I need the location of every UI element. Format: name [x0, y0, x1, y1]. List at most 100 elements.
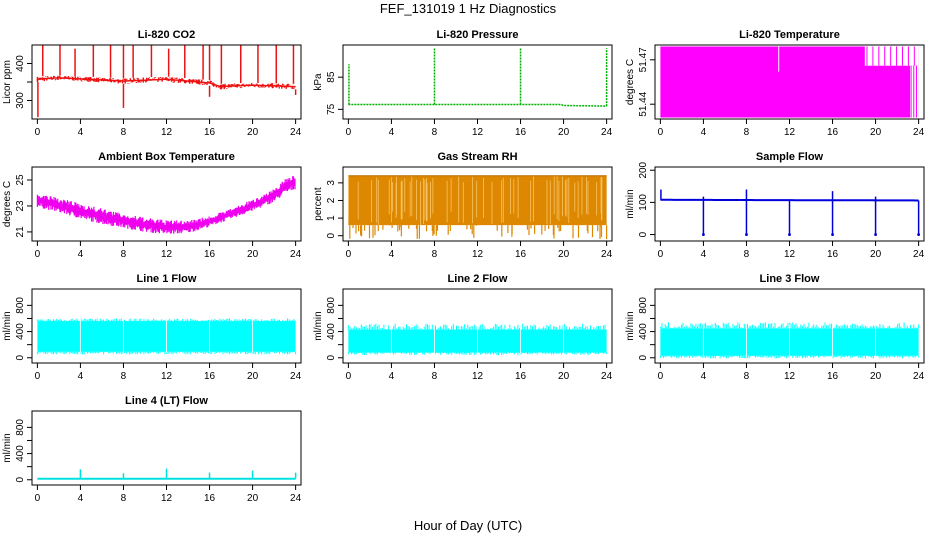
y-axis-label: degrees C: [625, 59, 636, 105]
x-tick-label: 12: [472, 127, 484, 138]
x-tick-label: 4: [389, 371, 395, 382]
x-tick-label: 0: [35, 371, 41, 382]
x-tick-label: 20: [247, 127, 259, 138]
x-tick-label: 12: [161, 493, 173, 504]
x-tick-label: 20: [247, 493, 259, 504]
y-axis-label: ml/min: [2, 433, 13, 462]
y-tick-label: 400: [15, 323, 26, 340]
licor-temp-gap: [864, 46, 919, 66]
x-tick-label: 8: [744, 127, 750, 138]
x-tick-label: 24: [290, 493, 302, 504]
x-tick-label: 24: [601, 127, 613, 138]
y-axis-label: ml/min: [625, 311, 636, 340]
x-tick-label: 12: [161, 371, 173, 382]
x-tick-label: 12: [161, 249, 173, 260]
panel-title: Line 2 Flow: [448, 273, 508, 285]
panel-title: Line 4 (LT) Flow: [125, 395, 208, 407]
y-tick-label: 200: [638, 161, 649, 178]
x-tick-label: 24: [290, 249, 302, 260]
panel-title: Li-820 CO2: [138, 29, 195, 41]
x-tick-label: 20: [247, 371, 259, 382]
x-tick-label: 4: [389, 249, 395, 260]
x-tick-label: 16: [204, 493, 216, 504]
data-layer: [36, 317, 297, 355]
x-tick-label: 4: [78, 249, 84, 260]
x-tick-label: 16: [827, 371, 839, 382]
y-tick-label: 85: [326, 71, 337, 83]
sample_flow-dip-point: [788, 233, 791, 236]
x-tick-label: 12: [784, 127, 796, 138]
data-layer: [36, 45, 297, 118]
x-tick-label: 4: [701, 371, 707, 382]
series-ambient-temp: [36, 176, 296, 234]
plot-frame: [342, 44, 613, 120]
x-tick-label: 8: [744, 371, 750, 382]
data-layer: [660, 46, 919, 118]
y-tick-label: 2: [326, 197, 337, 203]
panel-ambient_temp: Ambient Box Temperature 0 4 8 12 16 20 24 21 23 25…: [2, 151, 302, 260]
x-tick-label: 24: [913, 127, 925, 138]
x-tick-label: 0: [35, 127, 41, 138]
sample_flow-dip-point: [874, 233, 877, 236]
series-pressure-line: [348, 103, 607, 107]
y-tick-label: 51.47: [638, 47, 649, 72]
x-tick-label: 20: [558, 127, 570, 138]
data-layer: [347, 323, 608, 356]
x-tick-label: 20: [870, 371, 882, 382]
y-tick-label: 800: [638, 297, 649, 314]
x-tick-label: 20: [558, 249, 570, 260]
x-tick-label: 0: [35, 249, 41, 260]
x-tick-label: 20: [870, 249, 882, 260]
data-layer: [348, 175, 608, 240]
panel-licor_temp: Li-820 Temperature 0 4 8 12 16 20 24 51.44 51.47d…: [625, 29, 925, 138]
y-axis-label: percent: [313, 187, 324, 221]
y-tick-label: 300: [15, 92, 26, 109]
y-tick-label: 800: [15, 297, 26, 314]
series-co2-line: [37, 76, 296, 88]
x-tick-label: 4: [701, 249, 707, 260]
x-tick-label: 4: [701, 127, 707, 138]
x-tick-label: 16: [204, 127, 216, 138]
x-tick-label: 24: [290, 127, 302, 138]
panel-title: Line 3 Flow: [760, 273, 820, 285]
y-tick-label: 400: [15, 55, 26, 72]
licor-temp-gap-low: [910, 65, 919, 118]
x-tick-label: 16: [827, 127, 839, 138]
y-tick-label: 3: [326, 180, 337, 186]
data-layer: [37, 468, 297, 480]
x-tick-label: 12: [161, 127, 173, 138]
y-tick-label: 51.44: [638, 91, 649, 116]
x-tick-label: 8: [432, 249, 438, 260]
x-tick-label: 12: [472, 249, 484, 260]
y-tick-label: 21: [15, 226, 26, 238]
x-tick-label: 16: [204, 249, 216, 260]
data-layer: [659, 322, 920, 359]
data-layer: [36, 176, 296, 234]
x-tick-label: 24: [290, 371, 302, 382]
y-tick-label: 400: [326, 323, 337, 340]
x-tick-label: 8: [121, 493, 127, 504]
x-tick-label: 12: [784, 371, 796, 382]
sample_flow-dip-point: [831, 233, 834, 236]
x-tick-label: 24: [601, 371, 613, 382]
x-axis-title: Hour of Day (UTC): [413, 518, 523, 533]
x-tick-label: 8: [432, 127, 438, 138]
x-tick-label: 16: [515, 249, 527, 260]
x-tick-label: 8: [121, 249, 127, 260]
y-tick-label: 0: [638, 355, 649, 361]
y-axis-label: kPa: [313, 73, 324, 91]
y-tick-label: 23: [15, 200, 26, 212]
line3-texture: [659, 322, 920, 359]
x-tick-label: 0: [658, 127, 664, 138]
x-tick-label: 4: [78, 127, 84, 138]
x-tick-label: 12: [784, 249, 796, 260]
panel-title: Ambient Box Temperature: [98, 151, 235, 163]
x-tick-label: 24: [913, 249, 925, 260]
plot-frame: [31, 44, 302, 120]
panel-title: Gas Stream RH: [437, 151, 517, 163]
